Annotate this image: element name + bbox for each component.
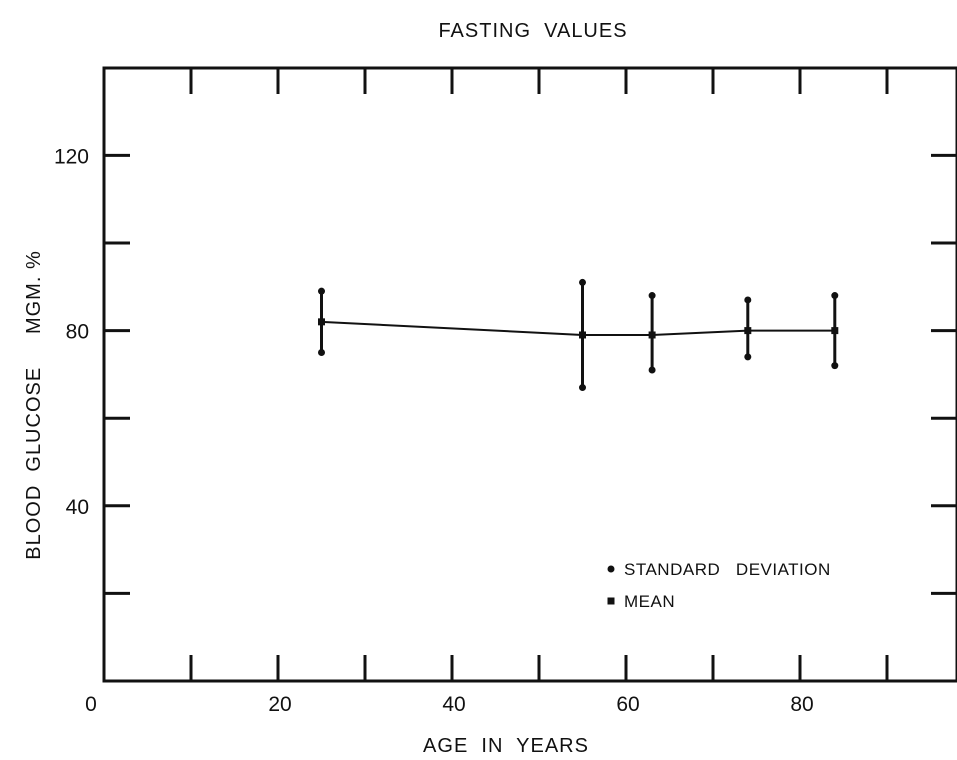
y-axis-ticks bbox=[104, 153, 957, 595]
chart-title: FASTING VALUES bbox=[438, 20, 627, 42]
series-glucose bbox=[318, 278, 839, 392]
mean-point bbox=[648, 331, 656, 339]
sd-upper-point bbox=[579, 278, 586, 286]
legend-marker-mean bbox=[607, 597, 615, 605]
x-tick-label: 0 bbox=[85, 693, 97, 716]
mean-point bbox=[579, 331, 586, 339]
sd-upper-point bbox=[648, 292, 656, 300]
legend: STANDARD DEVIATION MEAN bbox=[607, 560, 831, 611]
x-tick-label: 80 bbox=[790, 693, 813, 716]
mean-point bbox=[744, 327, 752, 335]
y-tick-label: 120 bbox=[54, 145, 89, 168]
sd-lower-point bbox=[744, 353, 752, 361]
legend-label-mean: MEAN bbox=[624, 592, 675, 611]
x-tick-label: 60 bbox=[616, 693, 639, 716]
sd-lower-point bbox=[648, 366, 656, 374]
mean-point bbox=[831, 327, 839, 335]
sd-lower-point bbox=[579, 384, 586, 392]
x-tick-label: 40 bbox=[442, 693, 465, 716]
y-tick-label: 80 bbox=[66, 321, 89, 344]
legend-marker-standard-deviation bbox=[607, 565, 615, 573]
y-tick-label: 40 bbox=[66, 496, 89, 519]
sd-upper-point bbox=[831, 292, 839, 300]
x-axis-tick-labels: 0 20 40 60 80 bbox=[85, 693, 814, 716]
y-axis-label: BLOOD GLUCOSE MGM. % bbox=[23, 250, 45, 560]
sd-lower-point bbox=[318, 349, 325, 356]
mean-line bbox=[321, 320, 835, 336]
x-tick-label: 20 bbox=[268, 693, 291, 716]
x-axis-ticks bbox=[189, 68, 889, 681]
sd-lower-point bbox=[831, 362, 839, 370]
legend-label-standard-deviation: STANDARD DEVIATION bbox=[624, 560, 831, 579]
plot-frame bbox=[102, 66, 957, 683]
sd-upper-point bbox=[744, 296, 752, 304]
y-axis-tick-labels: 40 80 120 bbox=[54, 145, 89, 518]
x-axis-label: AGE IN YEARS bbox=[423, 735, 589, 757]
mean-point bbox=[318, 318, 325, 326]
sd-upper-point bbox=[318, 287, 325, 295]
